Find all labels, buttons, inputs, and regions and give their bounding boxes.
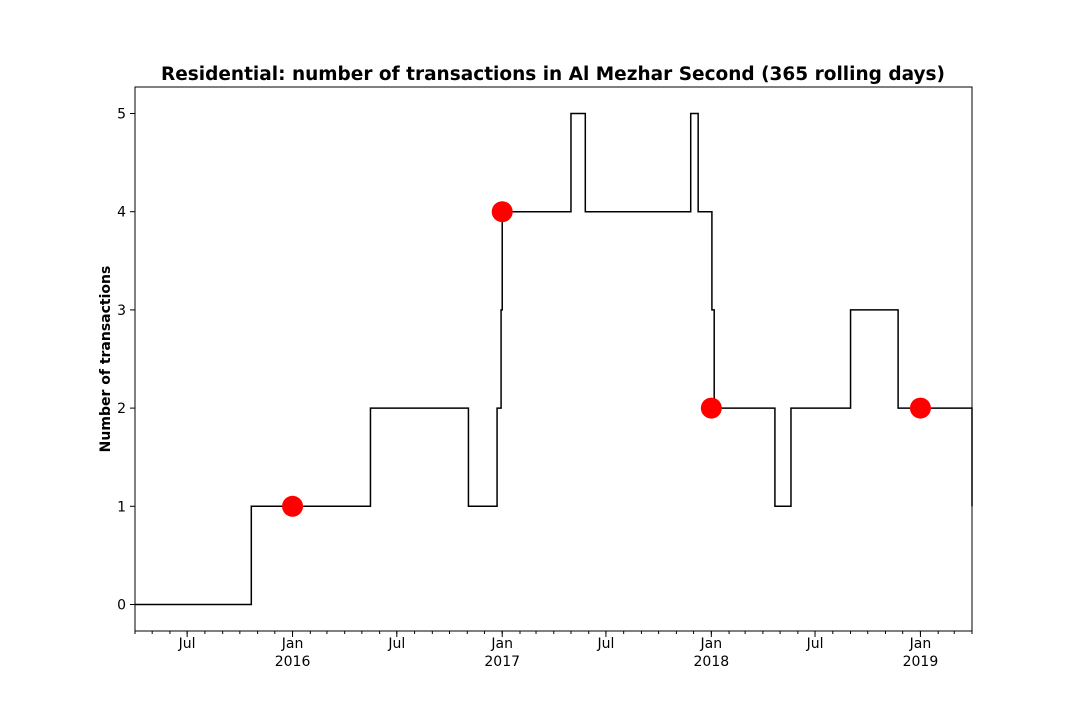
y-tick-label: 1 bbox=[117, 499, 126, 515]
x-tick-label: Jul bbox=[387, 636, 405, 652]
y-tick-label: 3 bbox=[117, 303, 126, 319]
y-tick-label: 5 bbox=[117, 107, 126, 123]
y-tick-label: 4 bbox=[117, 205, 126, 221]
plot-area: 0 1 2 3 4 5 Jul Jan 2016 Jul Jan 2017 Jul Jan 2018 Jul J… bbox=[117, 86, 973, 670]
y-tick-label: 0 bbox=[117, 597, 126, 613]
x-tick-label: 2016 bbox=[275, 654, 311, 670]
x-tick-label: Jan bbox=[281, 636, 304, 652]
x-tick-label: Jan bbox=[700, 636, 723, 652]
data-point-marker bbox=[700, 397, 722, 419]
x-tick-label: 2017 bbox=[484, 654, 520, 670]
y-axis-label: Number of transactions bbox=[98, 266, 114, 453]
x-tick-label: Jan bbox=[909, 636, 932, 652]
series-line bbox=[135, 112, 973, 606]
data-point-marker bbox=[282, 495, 304, 517]
chart-title: Residential: number of transactions in A… bbox=[161, 64, 945, 85]
x-tick-label: Jan bbox=[490, 636, 513, 652]
x-tick-label: Jul bbox=[178, 636, 196, 652]
x-tick-label: 2019 bbox=[903, 654, 939, 670]
axes-frame bbox=[134, 86, 973, 632]
y-tick-label: 2 bbox=[117, 401, 126, 417]
data-point-marker bbox=[491, 201, 513, 223]
x-tick-label: Jul bbox=[806, 636, 824, 652]
data-point-marker bbox=[909, 397, 931, 419]
x-tick-label: 2018 bbox=[694, 654, 730, 670]
x-tick-label: Jul bbox=[596, 636, 614, 652]
